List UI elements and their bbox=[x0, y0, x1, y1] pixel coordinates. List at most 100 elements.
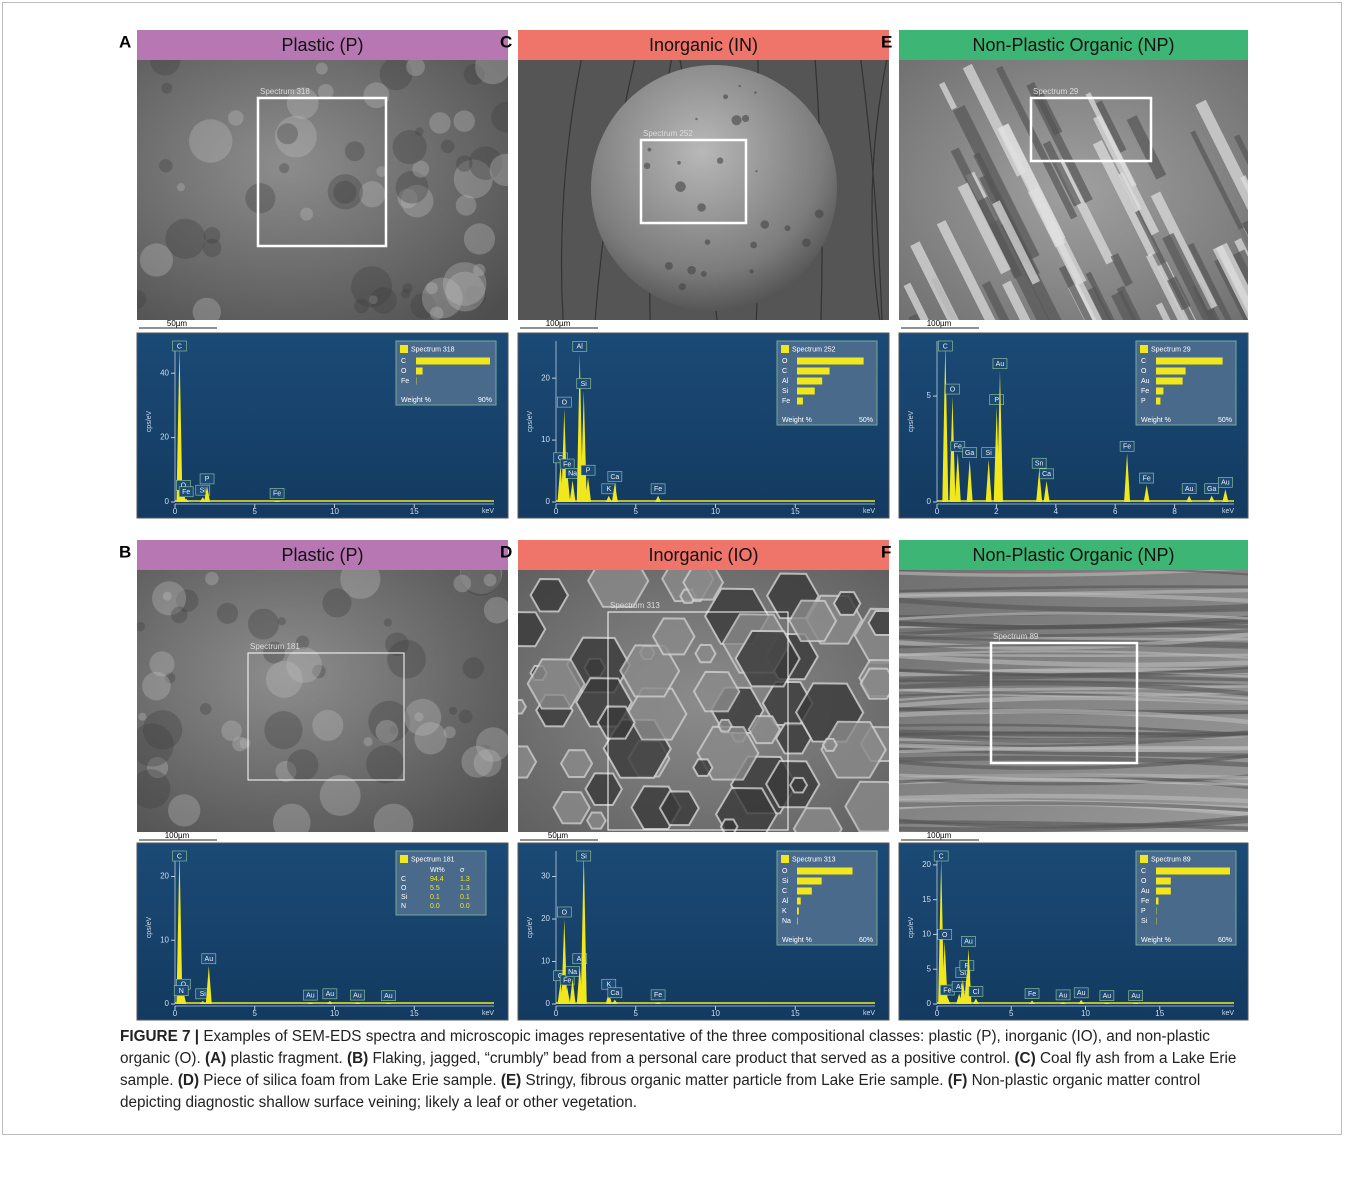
pit bbox=[750, 242, 757, 249]
legend-label: Fe bbox=[401, 378, 409, 385]
peak-label: O bbox=[562, 399, 568, 406]
caption-bold: (A) bbox=[205, 1050, 226, 1067]
legend-title: Spectrum 318 bbox=[411, 346, 455, 353]
blob bbox=[273, 804, 311, 842]
legend-label: C bbox=[782, 888, 787, 895]
blob bbox=[429, 112, 450, 133]
x-tick-label: 5 bbox=[634, 1009, 639, 1018]
pit bbox=[749, 269, 753, 273]
legend-axis-max: 50% bbox=[859, 417, 873, 424]
pit bbox=[687, 266, 696, 275]
legend-title: Spectrum 29 bbox=[1151, 346, 1191, 353]
peak-label: Si bbox=[200, 991, 207, 998]
peak-label: P bbox=[994, 397, 999, 404]
panel-header-text: Plastic (P) bbox=[281, 545, 363, 565]
cell bbox=[869, 611, 897, 635]
blob bbox=[171, 607, 188, 624]
legend-label: Fe bbox=[1141, 898, 1149, 905]
peak-label: Fe bbox=[182, 489, 190, 496]
legend-bar bbox=[416, 358, 490, 365]
x-tick-label: 2 bbox=[994, 507, 999, 516]
x-tick-label: 10 bbox=[711, 1009, 720, 1018]
scale-label: 100µm bbox=[546, 319, 571, 328]
blob bbox=[453, 575, 471, 593]
legend-bar bbox=[797, 398, 803, 405]
caption-text: plastic fragment. bbox=[226, 1050, 347, 1067]
caption-bold: FIGURE 7 | bbox=[120, 1028, 199, 1045]
legend-title: Spectrum 89 bbox=[1151, 856, 1191, 863]
y-tick-label: 0 bbox=[927, 999, 932, 1008]
x-axis-label: keV bbox=[482, 1010, 494, 1017]
fiber bbox=[1239, 252, 1322, 418]
peak-label: Si bbox=[986, 450, 993, 457]
legend-bar bbox=[1156, 378, 1183, 385]
table-cell: 0.1 bbox=[460, 894, 470, 901]
peak-label: C bbox=[943, 343, 948, 350]
blob bbox=[374, 804, 414, 844]
x-axis-label: keV bbox=[1222, 1010, 1234, 1017]
legend-title: Spectrum 313 bbox=[792, 856, 836, 863]
y-tick-label: 20 bbox=[541, 914, 550, 923]
peak-label: Ca bbox=[610, 990, 619, 997]
legend-label: Fe bbox=[782, 398, 790, 405]
blob bbox=[393, 130, 427, 164]
blob bbox=[441, 140, 454, 153]
table-cell: 1.3 bbox=[460, 885, 470, 892]
blob bbox=[240, 738, 251, 749]
sem-image bbox=[899, 567, 1248, 832]
y-tick-label: 10 bbox=[541, 435, 550, 444]
blob bbox=[430, 307, 443, 320]
pit bbox=[675, 181, 686, 192]
table-cell: 0.0 bbox=[460, 903, 470, 910]
peak-label: Na bbox=[568, 471, 577, 478]
peak-label: C bbox=[177, 343, 182, 350]
caption-text: Stringy, fibrous organic matter particle… bbox=[521, 1072, 948, 1089]
pit bbox=[755, 170, 757, 172]
pit bbox=[695, 118, 697, 120]
x-axis-label: keV bbox=[1222, 508, 1234, 515]
legend-title: Spectrum 252 bbox=[792, 346, 836, 353]
panel-letter: B bbox=[119, 542, 131, 561]
caption-text: Flaking, jagged, “crumbly” bead from a p… bbox=[368, 1050, 1014, 1067]
legend-box bbox=[1136, 341, 1236, 425]
legend-label: Au bbox=[1141, 378, 1150, 385]
panel-letter: A bbox=[119, 32, 131, 51]
legend-swatch bbox=[400, 345, 408, 353]
x-tick-label: 15 bbox=[410, 507, 419, 516]
cell bbox=[561, 750, 592, 777]
legend-swatch bbox=[781, 855, 789, 863]
blob bbox=[149, 651, 174, 676]
legend-bar bbox=[797, 908, 799, 915]
legend-label: Fe bbox=[1141, 388, 1149, 395]
x-tick-label: 0 bbox=[173, 1009, 178, 1018]
fiber bbox=[1247, 221, 1313, 352]
legend-label: O bbox=[401, 368, 407, 375]
image-label: Spectrum 313 bbox=[610, 601, 660, 610]
blob bbox=[217, 603, 238, 624]
cell bbox=[531, 579, 568, 611]
blob bbox=[277, 123, 298, 144]
y-tick-label: 20 bbox=[922, 860, 931, 869]
x-axis-label: keV bbox=[863, 1010, 875, 1017]
legend-axis-label: Weight % bbox=[1141, 937, 1171, 944]
cell bbox=[749, 716, 780, 743]
pit bbox=[760, 220, 769, 229]
peak-label: Au bbox=[1077, 990, 1086, 997]
peak-label: Au bbox=[306, 992, 315, 999]
blob bbox=[461, 746, 493, 778]
peak-label: P bbox=[586, 468, 591, 475]
blob bbox=[168, 794, 200, 826]
legend-label: P bbox=[1141, 908, 1146, 915]
legend-swatch bbox=[1140, 855, 1148, 863]
x-tick-label: 0 bbox=[935, 507, 940, 516]
peak-label: Si bbox=[581, 853, 588, 860]
sem-image bbox=[128, 45, 522, 326]
blob bbox=[366, 745, 404, 783]
legend-swatch bbox=[1140, 345, 1148, 353]
table-cell: 0.1 bbox=[430, 894, 440, 901]
legend-box bbox=[1136, 851, 1236, 945]
blob bbox=[264, 711, 302, 749]
x-tick-label: 5 bbox=[253, 507, 258, 516]
x-tick-label: 8 bbox=[1172, 507, 1177, 516]
